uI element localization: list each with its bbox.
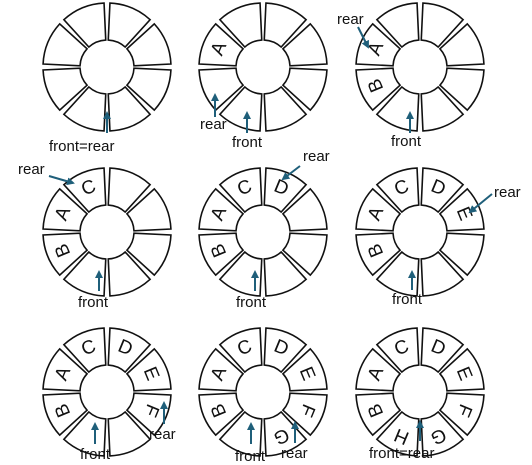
queue-slot (125, 187, 172, 232)
queue-slot (62, 327, 107, 374)
queue-slot (420, 410, 465, 457)
queue-slot (375, 327, 420, 374)
queue-slot (42, 187, 89, 232)
queue-slot (125, 232, 172, 277)
queue-slot (107, 2, 152, 49)
queue-slot (375, 2, 420, 49)
pointer-arrow (468, 193, 493, 214)
queue-slot (125, 67, 172, 112)
pointer-arrow (48, 175, 75, 186)
queue-slot (107, 327, 152, 374)
queue-slot (62, 2, 107, 49)
queue-slot (198, 232, 245, 277)
queue-slot (281, 187, 328, 232)
queue-slot (263, 327, 308, 374)
queue-slot (355, 347, 402, 392)
pointer-label: rear (149, 426, 176, 443)
pointer-arrow (357, 26, 369, 49)
queue-slot (198, 22, 245, 67)
queue-slot (263, 2, 308, 49)
queue-slot (355, 22, 402, 67)
queue-slot (281, 67, 328, 112)
pointer-label: front (392, 291, 423, 308)
queue-slot (42, 347, 89, 392)
queue-slot (198, 392, 245, 437)
queue-slot (107, 410, 152, 457)
queue-slot (438, 347, 485, 392)
queue-slot (218, 167, 263, 214)
pointer-label: front (236, 294, 267, 311)
queue-slot (42, 67, 89, 112)
queue-slot (438, 22, 485, 67)
queue-slot (125, 22, 172, 67)
pointer-label: front (80, 446, 111, 463)
pointer-label: rear (494, 184, 521, 201)
pointer-label: rear (18, 161, 45, 178)
queue-slot (263, 410, 308, 457)
queue-slot (375, 410, 420, 457)
pointer-label: rear (200, 116, 227, 133)
circular-queue: front=rear (42, 2, 172, 155)
queue-slot (355, 392, 402, 437)
queue-slot (62, 85, 107, 132)
queue-slot (107, 250, 152, 297)
queue-slot (420, 250, 465, 297)
queue-slot (375, 85, 420, 132)
pointer-label: rear (281, 445, 308, 462)
queue-slot (420, 327, 465, 374)
queue-slot (263, 85, 308, 132)
queue-slot (218, 2, 263, 49)
queue-slot (125, 392, 172, 437)
queue-slot (263, 250, 308, 297)
queue-slot (42, 232, 89, 277)
queue-slot (198, 187, 245, 232)
queue-slot (125, 347, 172, 392)
queue-slot (355, 67, 402, 112)
queue-slot (420, 2, 465, 49)
queue-slot (420, 167, 465, 214)
queue-slot (438, 67, 485, 112)
queue-slot (198, 347, 245, 392)
queue-slot (438, 232, 485, 277)
pointer-label: front (391, 133, 422, 150)
queue-slot (355, 187, 402, 232)
queue-slot (218, 327, 263, 374)
pointer-label: rear (303, 148, 330, 165)
queue-slot (42, 22, 89, 67)
pointer-label: front (232, 134, 263, 151)
pointer-label: front=rear (369, 445, 434, 462)
queue-slot (263, 167, 308, 214)
queue-slot (375, 167, 420, 214)
pointer-label: rear (337, 11, 364, 28)
queue-slot (42, 392, 89, 437)
queue-slot (281, 232, 328, 277)
queue-slot (107, 85, 152, 132)
pointer-label: front=rear (49, 138, 114, 155)
queue-slot (355, 232, 402, 277)
pointer-label: front (235, 448, 266, 465)
queue-slot (438, 392, 485, 437)
queue-slot (107, 167, 152, 214)
queue-slot (281, 392, 328, 437)
queue-slot (281, 347, 328, 392)
queue-slot (281, 22, 328, 67)
queue-slot (198, 67, 245, 112)
queue-slot (62, 250, 107, 297)
queue-slot (438, 187, 485, 232)
queue-slot (375, 250, 420, 297)
pointer-label: front (78, 294, 109, 311)
pointer-arrow (281, 165, 301, 181)
queue-slot (218, 250, 263, 297)
queue-slot (420, 85, 465, 132)
